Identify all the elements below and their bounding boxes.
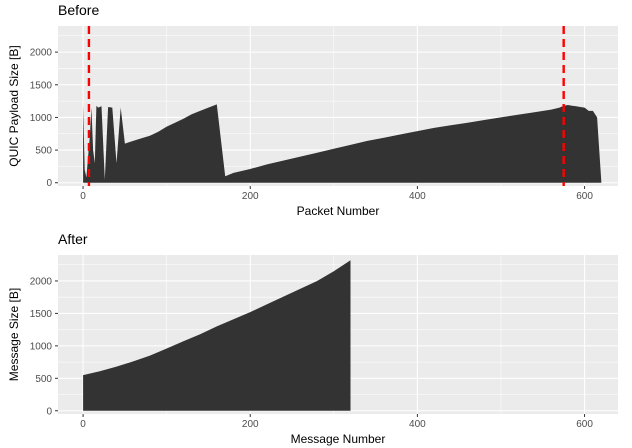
- area-series-0: [83, 260, 351, 411]
- before-panel: 0 200 400 600 0 500 1000 1500 2000 Before Packet N…: [7, 2, 618, 218]
- x-tick-label: 400: [409, 419, 426, 430]
- x-tick-label: 0: [80, 419, 86, 430]
- y-tick-label: 500: [35, 374, 52, 385]
- chart-title: After: [58, 231, 88, 247]
- y-tick-label: 0: [46, 406, 52, 417]
- y-tick-label: 1000: [30, 113, 53, 124]
- area-series-0: [83, 104, 602, 183]
- y-axis-label: Message Size [B]: [7, 288, 21, 381]
- y-tick-label: 500: [35, 146, 52, 157]
- x-tick-label: 200: [242, 419, 259, 430]
- x-axis-label: Packet Number: [297, 204, 380, 218]
- y-tick-label: 1500: [30, 80, 53, 91]
- x-tick-label: 600: [576, 191, 593, 202]
- x-tick-label: 400: [409, 191, 426, 202]
- x-tick-label: 0: [80, 191, 86, 202]
- y-tick-label: 2000: [30, 276, 53, 287]
- y-axis-label: QUIC Payload Size [B]: [7, 45, 21, 166]
- x-tick-label: 200: [242, 191, 259, 202]
- y-tick-label: 1500: [30, 309, 53, 320]
- y-tick-label: 2000: [30, 48, 53, 59]
- after-panel: 0 200 400 600 0 500 1000 1500 2000 After Message N…: [7, 231, 618, 446]
- y-tick-label: 0: [46, 178, 52, 189]
- y-tick-label: 1000: [30, 341, 53, 352]
- chart-title: Before: [58, 2, 99, 18]
- x-axis-label: Message Number: [291, 432, 386, 446]
- x-tick-label: 600: [576, 419, 593, 430]
